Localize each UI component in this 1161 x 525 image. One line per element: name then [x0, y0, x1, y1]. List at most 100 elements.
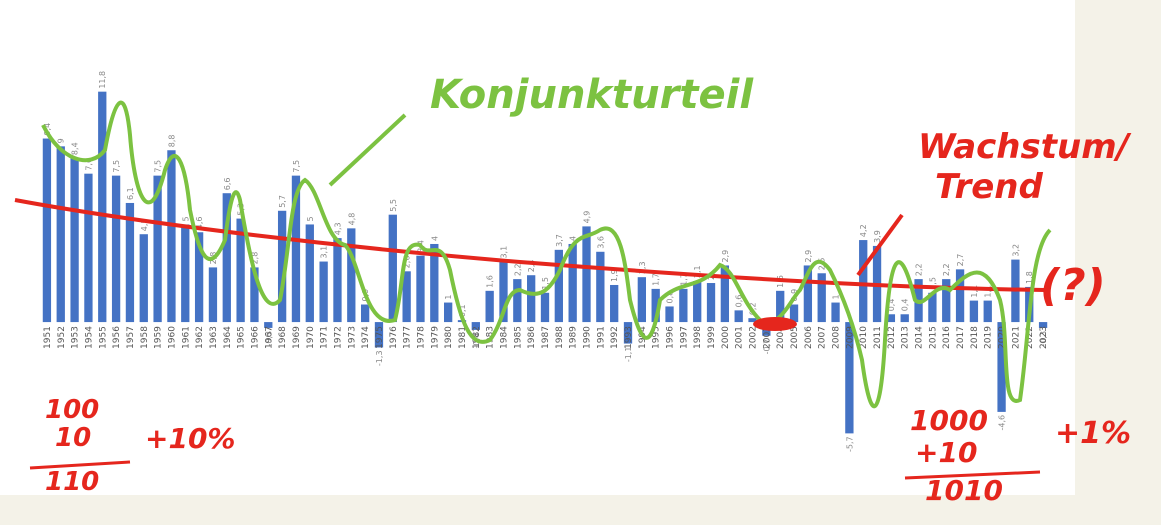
pointer-line [328, 113, 407, 187]
x-tick-label: 2020 [998, 326, 1008, 349]
x-tick-label: 1989 [569, 326, 579, 349]
x-tick-label: 2011 [873, 326, 883, 349]
bar [333, 238, 342, 323]
bar [651, 288, 660, 323]
annotation: Konjunkturteil [430, 72, 754, 118]
x-tick-label: 1982 [472, 326, 482, 349]
bar [167, 150, 176, 323]
x-tick-label: 1978 [416, 326, 426, 349]
value-label: 4,2 [859, 224, 868, 237]
x-tick-label: 2004 [776, 326, 786, 349]
bar [803, 265, 813, 323]
bar [997, 322, 1006, 412]
x-tick-label: 1987 [541, 326, 551, 349]
annotation: 1000 [910, 404, 988, 437]
bar [568, 243, 577, 323]
x-tick-label: 2003 [762, 326, 772, 349]
x-tick-label: 1960 [167, 326, 177, 349]
x-tick-label: 2005 [790, 326, 800, 349]
bar [679, 288, 688, 323]
bar [955, 269, 965, 323]
x-tick-label: 2018 [970, 326, 980, 349]
x-tick-label: 1955 [98, 326, 108, 349]
x-tick-label: 1997 [679, 326, 689, 349]
bar [983, 300, 992, 323]
x-tick-label: 1976 [389, 326, 399, 349]
x-tick-label: 1998 [693, 326, 703, 349]
x-tick-label: 1959 [154, 326, 164, 349]
annotation: 100 [45, 395, 99, 425]
value-label: -4,6 [998, 415, 1007, 431]
x-tick-label: 1957 [126, 326, 136, 349]
bars: 9,41951919528,419537,6195411,819557,5195… [42, 71, 1049, 452]
bar [98, 91, 107, 323]
x-tick-label: 1990 [583, 326, 593, 349]
x-tick-label: 1995 [652, 326, 662, 349]
x-tick-label: 1996 [666, 326, 676, 349]
bar [139, 234, 148, 323]
bar [900, 314, 909, 323]
value-label: -1,1 [624, 347, 633, 363]
x-tick-label: 1964 [223, 326, 233, 349]
bar [886, 314, 896, 323]
bar [222, 193, 231, 323]
value-label: 2,9 [721, 250, 730, 263]
cycle-line [41, 100, 1052, 409]
x-tick-label: 1971 [320, 326, 330, 349]
value-label: 4,9 [583, 211, 592, 224]
x-tick-label: 1965 [237, 326, 247, 349]
value-label: 3,7 [555, 234, 564, 247]
bar [527, 275, 536, 323]
x-tick-label: 1975 [375, 326, 385, 349]
bar [250, 267, 259, 323]
bar [623, 322, 633, 344]
value-label: 2,2 [915, 263, 924, 276]
annotation: +10% [145, 422, 235, 455]
value-label: 5 [181, 216, 190, 221]
value-label: 3,2 [1011, 244, 1020, 257]
bar [70, 158, 79, 323]
marker-blob [753, 317, 797, 331]
bar [596, 251, 605, 323]
x-tick-label: 1967 [264, 326, 274, 349]
bar [305, 224, 314, 323]
bar [969, 300, 979, 323]
x-tick-label: 2017 [956, 326, 966, 349]
bar [277, 210, 287, 323]
bar [125, 202, 135, 323]
x-tick-label: 1991 [596, 326, 606, 349]
x-tick-label: 2023 [1039, 326, 1049, 349]
annotation: Wachstum/ [918, 127, 1132, 167]
x-tick-label: 2012 [887, 326, 897, 349]
value-label: 2,9 [804, 250, 813, 263]
bar [540, 292, 550, 323]
bar [291, 175, 301, 323]
value-label: 6,1 [126, 187, 135, 200]
value-label: 2,2 [513, 263, 522, 276]
x-tick-label: 2022 [1025, 326, 1035, 349]
annotation: +1% [1055, 416, 1131, 451]
bar [582, 226, 591, 323]
value-label: 4,3 [333, 222, 342, 235]
annotation: 10 [55, 423, 91, 453]
x-tick-label: 1958 [140, 326, 150, 349]
x-tick-label: 1956 [112, 326, 122, 349]
bar [499, 261, 508, 323]
value-label: 1,7 [652, 273, 661, 286]
value-label: 2,7 [956, 254, 965, 267]
x-tick-label: 2016 [942, 326, 952, 349]
x-tick-label: 2006 [804, 326, 814, 349]
bar [1038, 322, 1048, 328]
bar [111, 175, 121, 323]
bar [84, 173, 93, 323]
annotation: 1010 [925, 474, 1003, 507]
bar [610, 284, 619, 323]
x-tick-label: 1981 [458, 326, 468, 349]
bar [388, 214, 397, 323]
x-tick-label: 1962 [195, 326, 205, 349]
value-label: 6,6 [223, 177, 232, 190]
value-label: 5,7 [278, 195, 287, 208]
bar [928, 292, 937, 323]
canvas [0, 0, 1075, 495]
